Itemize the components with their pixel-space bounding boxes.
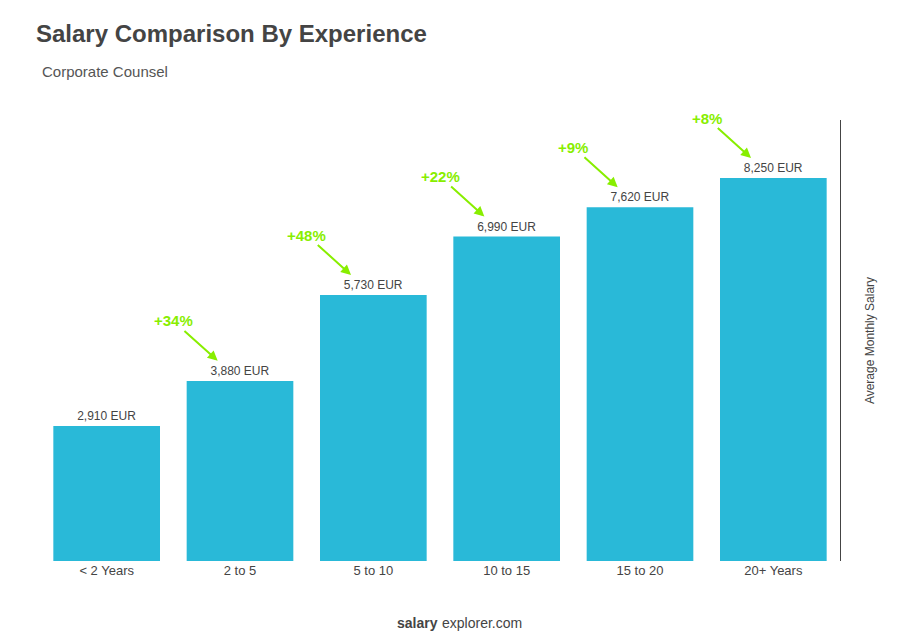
svg-text:5,730 EUR: 5,730 EUR	[344, 278, 403, 292]
svg-text:+8%: +8%	[692, 110, 722, 127]
svg-text:+22%: +22%	[421, 168, 460, 185]
svg-text:Corporate Counsel: Corporate Counsel	[42, 63, 168, 80]
svg-text:2 to 5: 2 to 5	[224, 563, 257, 578]
svg-text:+48%: +48%	[287, 227, 326, 244]
svg-text:3,880 EUR: 3,880 EUR	[210, 364, 269, 378]
svg-text:7,620 EUR: 7,620 EUR	[610, 190, 669, 204]
svg-text:Average Monthly Salary: Average Monthly Salary	[863, 277, 877, 404]
svg-text:< 2 Years: < 2 Years	[79, 563, 134, 578]
svg-text:6,990 EUR: 6,990 EUR	[477, 220, 536, 234]
svg-text:15 to 20: 15 to 20	[617, 563, 664, 578]
svg-text:2,910 EUR: 2,910 EUR	[77, 409, 136, 423]
svg-text:salary: salary	[397, 615, 438, 631]
svg-text:5 to 10: 5 to 10	[353, 563, 393, 578]
svg-text:explorer.com: explorer.com	[442, 615, 522, 631]
svg-text:20+ Years: 20+ Years	[744, 563, 803, 578]
svg-text:Salary Comparison By Experienc: Salary Comparison By Experience	[36, 20, 427, 47]
svg-text:+34%: +34%	[154, 312, 193, 329]
svg-text:+9%: +9%	[558, 139, 588, 156]
svg-text:10 to 15: 10 to 15	[483, 563, 530, 578]
svg-text:8,250 EUR: 8,250 EUR	[744, 161, 803, 175]
